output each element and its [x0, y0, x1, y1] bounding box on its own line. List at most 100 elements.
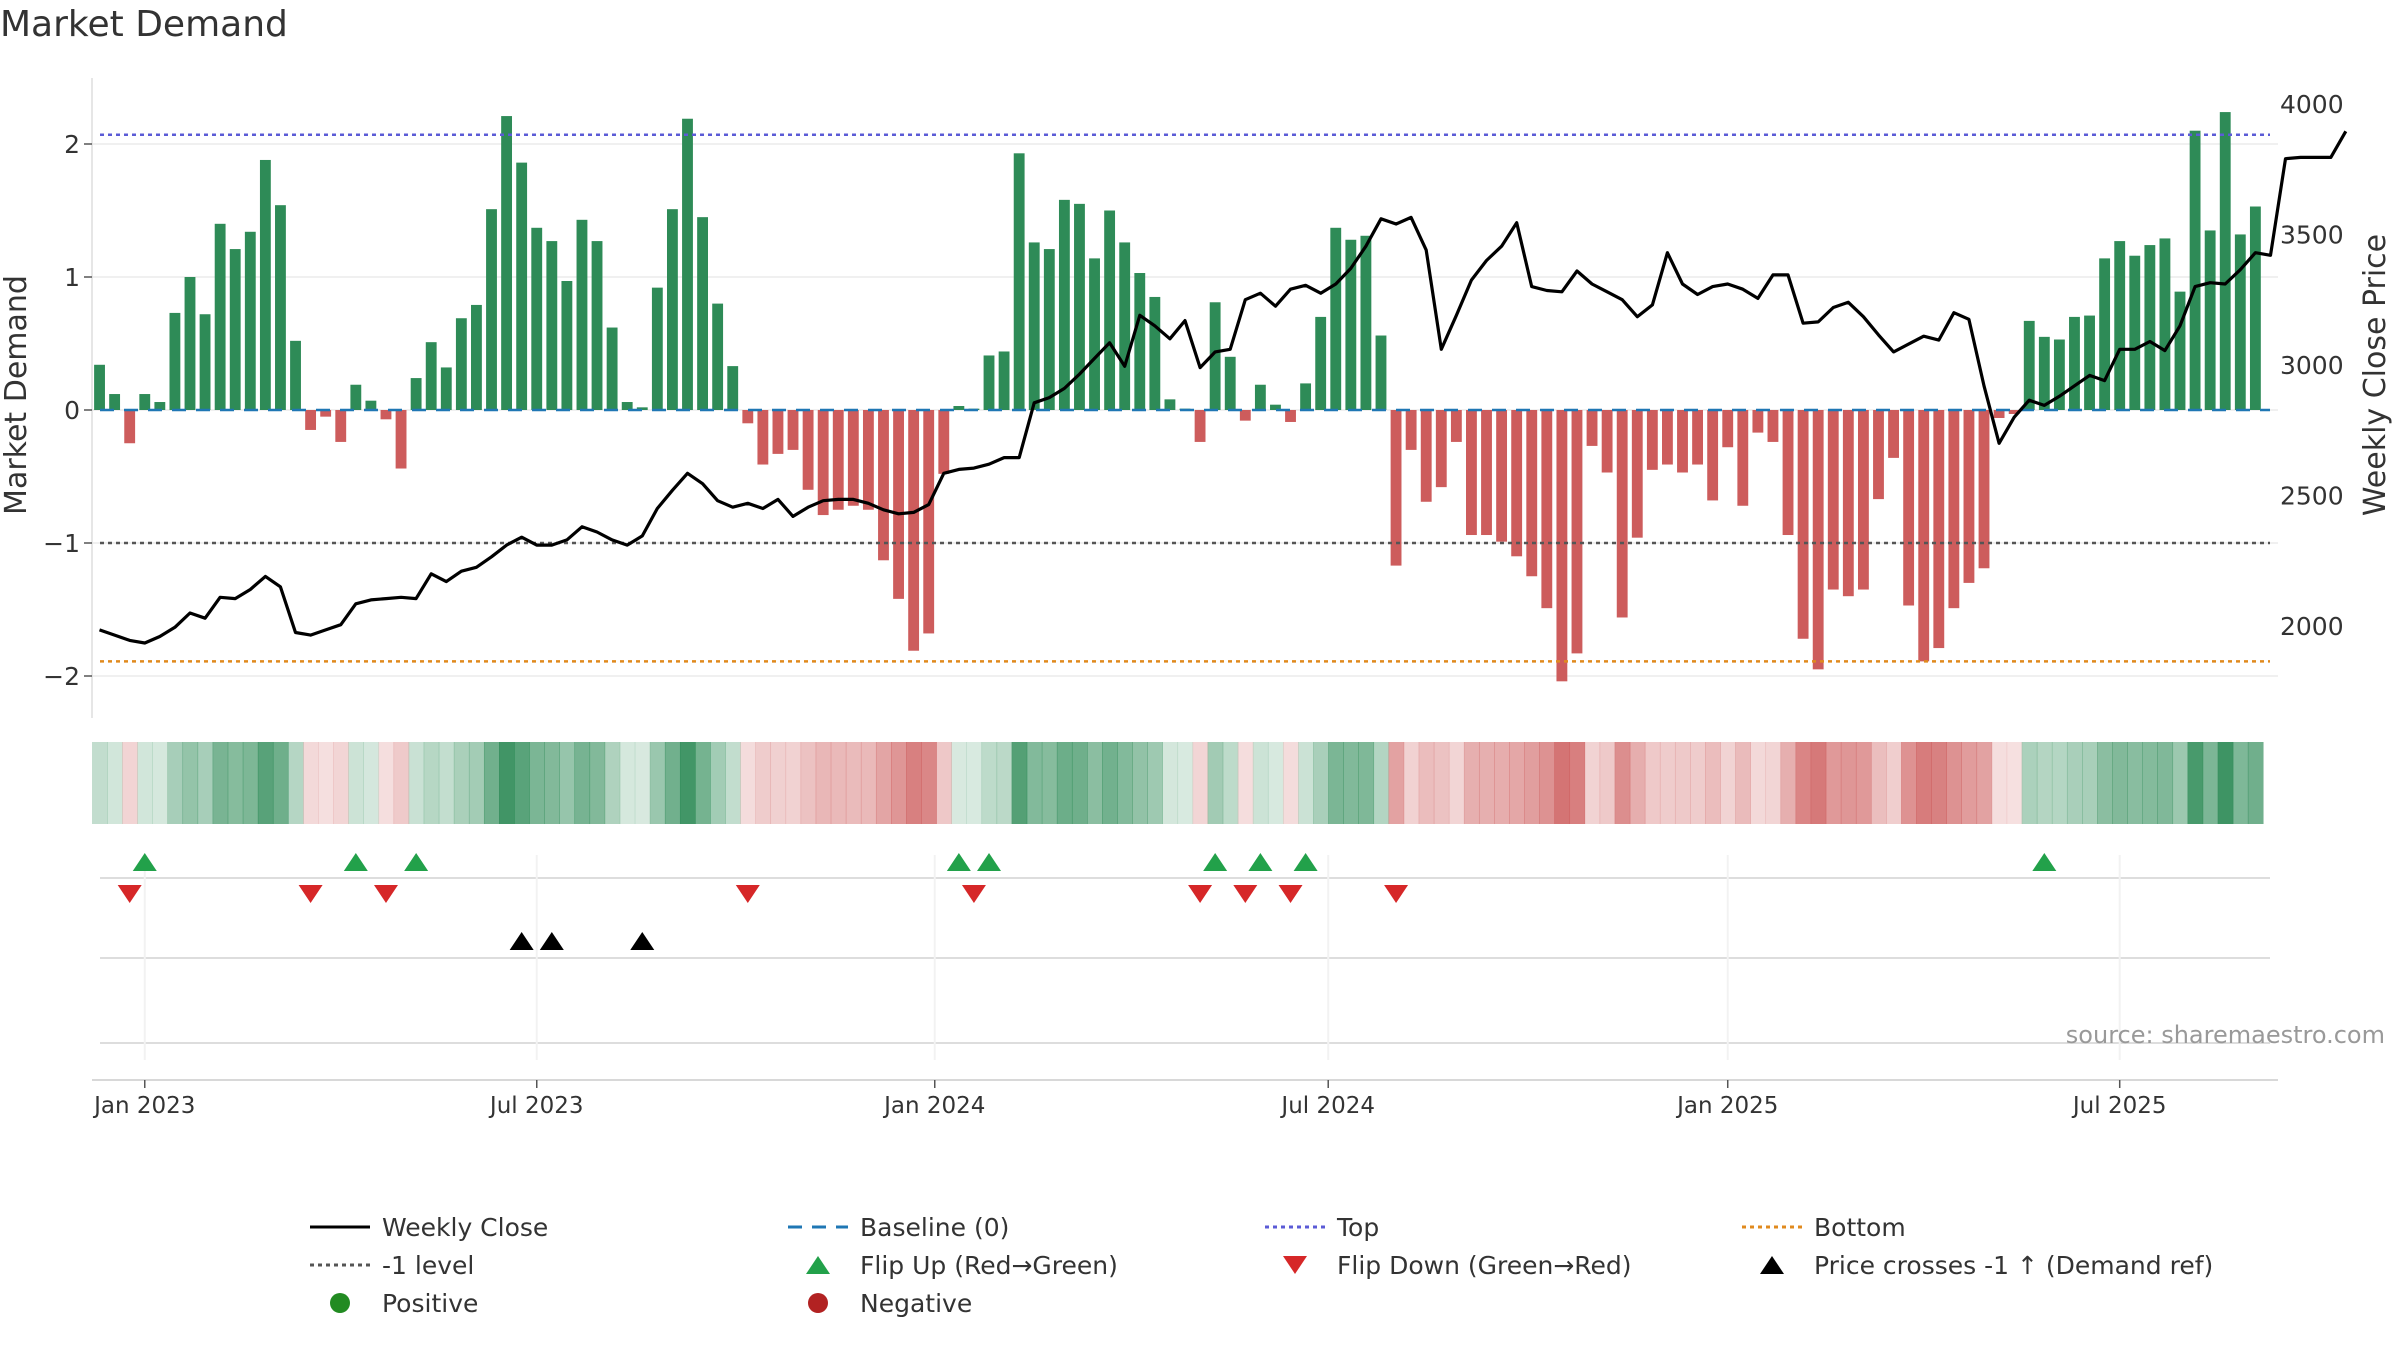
- heat-cell-negative: [1524, 742, 1540, 824]
- heat-cell-negative: [1690, 742, 1706, 824]
- legend-label: Positive: [382, 1289, 478, 1318]
- positive-bar: [1164, 399, 1176, 410]
- demand-bars: [94, 112, 2261, 682]
- positive-bar: [1104, 210, 1116, 410]
- heat-cell-positive: [695, 742, 711, 824]
- heat-cell-positive: [1011, 742, 1028, 824]
- negative-bar: [1677, 410, 1688, 473]
- heat-cell-positive: [167, 742, 184, 824]
- price-cross-marker: [539, 932, 564, 950]
- positive-bar: [727, 366, 739, 410]
- heat-cell-positive: [1222, 742, 1239, 824]
- positive-bar: [1119, 242, 1131, 410]
- heat-cell-negative: [1403, 742, 1420, 824]
- heat-cell-negative: [1509, 742, 1525, 824]
- positive-bar: [1315, 316, 1327, 410]
- negative-bar: [1435, 410, 1447, 488]
- y2-tick-label: 3000: [2280, 351, 2344, 380]
- heat-cell-positive: [272, 742, 289, 824]
- negative-bar: [1948, 410, 1960, 609]
- negative-bar: [1556, 410, 1568, 682]
- heat-cell-positive: [1132, 742, 1148, 824]
- positive-bar: [591, 241, 603, 410]
- positive-bar: [1254, 384, 1266, 410]
- flip-down-marker: [1188, 885, 1213, 903]
- positive-bar: [1224, 356, 1236, 410]
- flip-up-marker: [2032, 853, 2057, 871]
- heat-cell-negative: [1886, 742, 1902, 824]
- heat-cell-positive: [2051, 742, 2068, 824]
- heat-cell-negative: [1916, 742, 1932, 824]
- legend-swatch-flip-down: [1283, 1256, 1307, 1274]
- heat-cell-positive: [1267, 742, 1284, 824]
- positive-bar: [621, 402, 633, 410]
- positive-bar: [501, 116, 513, 410]
- heat-cell-negative: [1840, 742, 1857, 824]
- positive-bar: [2129, 255, 2141, 410]
- legend-item: Flip Up (Red→Green): [806, 1251, 1118, 1280]
- positive-bar: [365, 400, 377, 410]
- positive-bar: [1134, 273, 1146, 410]
- heat-cell-positive: [1162, 742, 1179, 824]
- negative-bar: [1646, 410, 1658, 470]
- heat-cell-positive: [1087, 742, 1103, 824]
- positive-bar: [471, 304, 482, 410]
- heat-cell-positive: [981, 742, 998, 824]
- positive-bar: [531, 227, 543, 410]
- heat-cell-positive: [1207, 742, 1224, 824]
- negative-bar: [1601, 410, 1613, 473]
- heat-cell-negative: [1961, 742, 1978, 824]
- negative-bar: [1616, 410, 1628, 618]
- heat-cell-negative: [1795, 742, 1812, 824]
- axis-ticks: 2 1 0 −1 −2 4000 3500 3000 2500 2000: [43, 90, 2343, 691]
- negative-bar: [1541, 410, 1553, 609]
- heat-cell-positive: [1328, 742, 1344, 824]
- positive-bar: [2053, 339, 2065, 410]
- positive-bar: [1074, 203, 1085, 410]
- source-label: source: sharemaestro.com: [2066, 1021, 2385, 1049]
- negative-bar: [1662, 410, 1673, 465]
- legend-label: Negative: [860, 1289, 972, 1318]
- positive-bar: [139, 394, 151, 410]
- heat-cell-negative: [755, 742, 772, 824]
- heat-cell-positive: [453, 742, 470, 824]
- heat-cell-negative: [1705, 742, 1721, 824]
- heat-cell-positive: [287, 742, 304, 824]
- positive-bar: [666, 209, 678, 410]
- legend-item: Baseline (0): [788, 1213, 1009, 1242]
- event-markers: [100, 853, 2270, 1060]
- heat-cell-negative: [785, 742, 802, 824]
- negative-bar: [380, 410, 392, 420]
- positive-bar: [154, 402, 166, 410]
- negative-bar: [1812, 410, 1824, 670]
- positive-bar: [1345, 239, 1357, 410]
- heat-cell-negative: [1855, 742, 1872, 824]
- y-tick-label: 1: [64, 263, 80, 292]
- heat-cell-negative: [1539, 742, 1555, 824]
- legend-item: Price crosses -1 ↑ (Demand ref): [1760, 1251, 2213, 1280]
- heat-cell-positive: [544, 742, 560, 824]
- negative-bar: [1903, 410, 1915, 606]
- negative-bar: [1526, 410, 1538, 577]
- heat-cell-positive: [1358, 742, 1375, 824]
- positive-bar: [561, 280, 573, 410]
- negative-bar: [1737, 410, 1749, 506]
- negative-bar: [1918, 410, 1930, 662]
- negative-bar: [1285, 410, 1296, 422]
- heat-cell-positive: [1117, 742, 1133, 824]
- positive-bar: [425, 342, 437, 410]
- positive-bar: [983, 355, 995, 410]
- positive-bar: [1043, 249, 1055, 410]
- positive-bar: [2084, 315, 2095, 410]
- heat-cell-negative: [1901, 742, 1917, 824]
- heat-cell-negative: [378, 742, 395, 824]
- heat-cell-positive: [182, 742, 199, 824]
- positive-bar: [259, 159, 271, 410]
- heat-cell-negative: [1931, 742, 1947, 824]
- positive-bar: [275, 205, 286, 410]
- negative-bar: [893, 410, 904, 599]
- legend-swatch-negative: [808, 1293, 828, 1313]
- positive-bar: [486, 209, 497, 410]
- positive-bar: [1209, 302, 1221, 410]
